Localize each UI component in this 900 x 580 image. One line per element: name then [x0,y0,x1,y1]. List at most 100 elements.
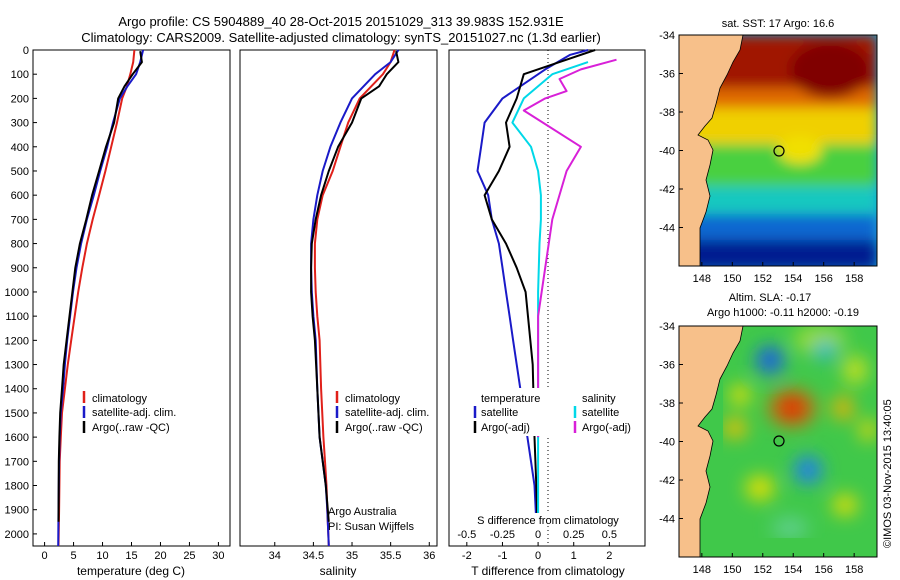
latitude-tick-label: -36 [659,69,675,81]
sla-blob [730,385,750,405]
title-line2: Climatology: CARS2009. Satellite-adjuste… [81,30,601,45]
legend-label-temperature-satellite: satellite [481,407,518,419]
latitude-tick-label: -34 [659,321,675,333]
x-tick-label: 25 [183,550,195,562]
depth-tick-label: 1600 [5,432,29,444]
s-tick-label: 0 [535,529,541,541]
depth-tick-label: 800 [11,239,29,251]
series-line-salinity-argo-adj [522,58,617,438]
argo-position-marker [773,435,785,447]
legend-label-satellite: satellite-adj. clim. [92,407,176,419]
sla-blob [756,346,784,374]
sst-map-ticks: 148 150 152 154 156 158 -34 -36 -38 -40 -42 -44 [659,30,863,285]
x-tick-label: 20 [154,550,166,562]
depth-tick-label: 1500 [5,408,29,420]
x-tick-label: 35 [346,550,358,562]
x-tick-label: 2 [606,550,612,562]
x-tick-label: 10 [96,550,108,562]
depth-axis-ticks: 0 100 200 300 400 500 600 700 800 900 1000 1100 1200… [5,45,453,541]
x-tick-label: -2 [462,550,472,562]
x-tick-label: 34 [269,550,281,562]
sla-blob [746,476,774,500]
longitude-tick-label: 148 [693,564,711,576]
sst-warm-core [790,42,870,98]
temperature-legend: climatology satellite-adj. clim. Argo(..… [82,391,176,434]
imos-credit: ©IMOS 03-Nov-2015 13:40:05 [882,399,894,548]
depth-tick-label: 1300 [5,360,29,372]
legend-label-argo: Argo(..raw -QC) [92,422,170,434]
temperature-panel: 0100200300400500600700800900100011001200… [5,45,453,578]
depth-tick-label: 300 [11,118,29,130]
legend-background [478,388,638,436]
legend-label-salinity-satellite: satellite [582,407,619,419]
latitude-tick-label: -40 [659,146,675,158]
legend-title-temperature: temperature [481,393,540,405]
x-tick-label: 34.5 [303,550,324,562]
legend-label-salinity-argo: Argo(-adj) [582,422,631,434]
longitude-tick-label: 148 [693,273,711,285]
latitude-tick-label: -44 [659,223,675,235]
salinity-axes-frame [239,49,438,547]
longitude-tick-label: 156 [815,273,833,285]
latitude-tick-label: -42 [659,184,675,196]
depth-tick-label: 200 [11,93,29,105]
pi-note: PI: Susan Wijffels [328,521,414,533]
t-difference-axis-ticks: -2 -1 0 1 2 [462,542,612,562]
series-line-climatology [313,49,396,547]
sla-map-title: Altim. SLA: -0.17 [729,292,812,304]
s-axis-label-background [462,513,632,525]
s-difference-label: S difference from climatology [477,515,619,527]
latitude-tick-label: -36 [659,360,675,372]
depth-tick-label: 2000 [5,529,29,541]
longitude-tick-label: 154 [784,564,802,576]
x-tick-label: 30 [212,550,224,562]
sla-map-panel: Altim. SLA: -0.17 Argo h1000: -0.11 h200… [659,292,878,576]
salinity-xlabel: salinity [320,564,357,578]
x-tick-label: 0 [42,550,48,562]
sla-blob [843,356,867,384]
longitude-tick-label: 152 [754,273,772,285]
t-difference-xlabel: T difference from climatology [471,564,625,578]
depth-tick-label: 1000 [5,287,29,299]
depth-tick-label: 500 [11,166,29,178]
s-tick-label: 0.5 [602,529,617,541]
sla-land [679,326,744,557]
latitude-tick-label: -38 [659,398,675,410]
sla-blob [794,456,822,484]
x-tick-label: -1 [498,550,508,562]
salinity-axis-ticks: 34 34.5 35 35.5 36 [269,542,435,562]
longitude-tick-label: 156 [815,564,833,576]
argo-australia-note: Argo Australia [328,506,397,518]
depth-tick-label: 600 [11,190,29,202]
salinity-lines [310,49,400,547]
sst-map-panel: sat. SST: 17 Argo: 16.6 148 150 152 154 156 1… [659,18,878,285]
longitude-tick-label: 154 [784,273,802,285]
latitude-tick-label: -40 [659,437,675,449]
depth-tick-label: 1200 [5,335,29,347]
depth-tick-label: 1800 [5,481,29,493]
s-tick-label: -0.5 [457,529,476,541]
s-tick-label: -0.25 [490,529,515,541]
x-tick-label: 15 [125,550,137,562]
depth-tick-label: 1700 [5,456,29,468]
temperature-axes-frame [32,49,231,547]
longitude-tick-label: 158 [845,273,863,285]
x-tick-label: 1 [571,550,577,562]
sla-blob [833,396,853,420]
x-tick-label: 5 [70,550,76,562]
salinity-panel: 34 34.5 35 35.5 36 climatology satellite-adj… [239,49,438,578]
depth-tick-label: 100 [11,69,29,81]
sla-map-subtitle: Argo h1000: -0.11 h2000: -0.19 [707,307,859,319]
sla-map-ticks: 148 150 152 154 156 158 -34 -36 -38 -40 -42 -44 [659,321,863,576]
salinity-legend: climatology satellite-adj. clim. Argo(..… [335,391,429,434]
latitude-tick-label: -34 [659,30,675,42]
x-tick-label: 35.5 [380,550,401,562]
latitude-tick-label: -38 [659,107,675,119]
title-line1: Argo profile: CS 5904889_40 28-Oct-2015 … [118,14,564,29]
argo-position-marker [773,145,785,157]
latitude-tick-label: -42 [659,475,675,487]
sla-blob [815,340,835,360]
s-difference-axis-ticks: -0.5 -0.25 0 0.25 0.5 [457,529,617,541]
x-tick-label: 36 [423,550,435,562]
sst-warm-eddy [778,136,822,164]
